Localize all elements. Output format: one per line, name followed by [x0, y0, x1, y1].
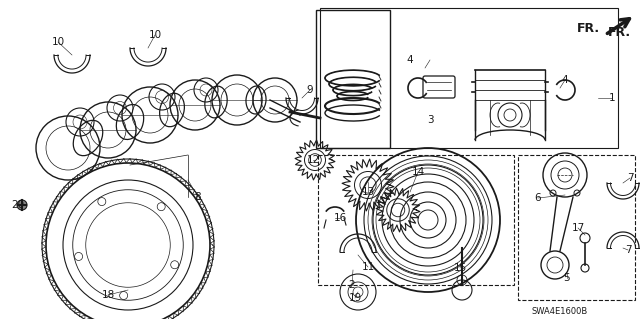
Text: 18: 18: [101, 290, 115, 300]
Text: 12: 12: [307, 155, 319, 165]
Text: 3: 3: [427, 115, 433, 125]
Text: 8: 8: [195, 192, 202, 202]
Text: 13: 13: [362, 187, 374, 197]
Text: 14: 14: [412, 167, 424, 177]
Bar: [518, 155, 635, 300]
Bar: [316, 10, 390, 148]
Circle shape: [17, 200, 27, 210]
Text: 15: 15: [453, 263, 467, 273]
Text: 1: 1: [609, 93, 615, 103]
Text: SWA4E1600B: SWA4E1600B: [532, 308, 588, 316]
Text: FR.: FR.: [608, 26, 631, 39]
Bar: [320, 8, 618, 148]
Text: 17: 17: [572, 223, 584, 233]
Text: 20: 20: [12, 200, 24, 210]
Text: 19: 19: [348, 293, 362, 303]
Text: 4: 4: [406, 55, 413, 65]
Text: 7: 7: [627, 173, 634, 183]
Text: 6: 6: [534, 193, 541, 203]
Text: 10: 10: [148, 30, 161, 40]
Text: FR.: FR.: [577, 21, 600, 34]
Text: 7: 7: [625, 245, 631, 255]
Text: 5: 5: [564, 273, 570, 283]
Text: 10: 10: [51, 37, 65, 47]
Text: 9: 9: [307, 85, 314, 95]
Bar: [318, 155, 514, 285]
Text: 11: 11: [362, 262, 374, 272]
Text: 16: 16: [333, 213, 347, 223]
Text: 4: 4: [562, 75, 568, 85]
Text: 2: 2: [349, 280, 355, 290]
